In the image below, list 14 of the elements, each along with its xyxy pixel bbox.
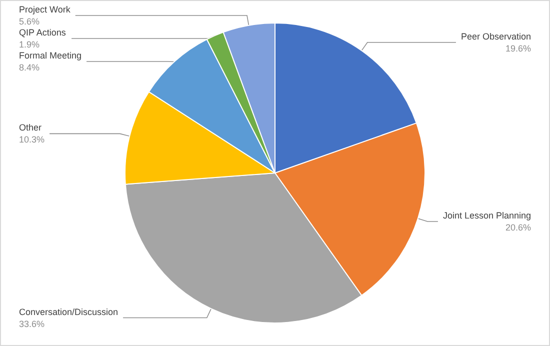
slice-label: Formal Meeting [19,50,82,60]
slice-label: Peer Observation [460,31,531,42]
data-label: 19.6% [505,43,531,54]
data-label: 5.6% [19,16,40,26]
data-label: 33.6% [19,318,45,329]
data-label: 8.4% [19,62,40,72]
data-label: 20.6% [505,222,531,232]
slice-label: Conversation/Discussion [19,306,118,317]
slice-label: Project Work [19,4,71,14]
slice-label: Other [19,122,42,133]
slice-label: QIP Actions [19,27,66,38]
slice-label: Joint Lesson Planning [442,210,531,220]
data-label: 1.9% [19,39,40,50]
data-label: 10.3% [19,134,45,145]
